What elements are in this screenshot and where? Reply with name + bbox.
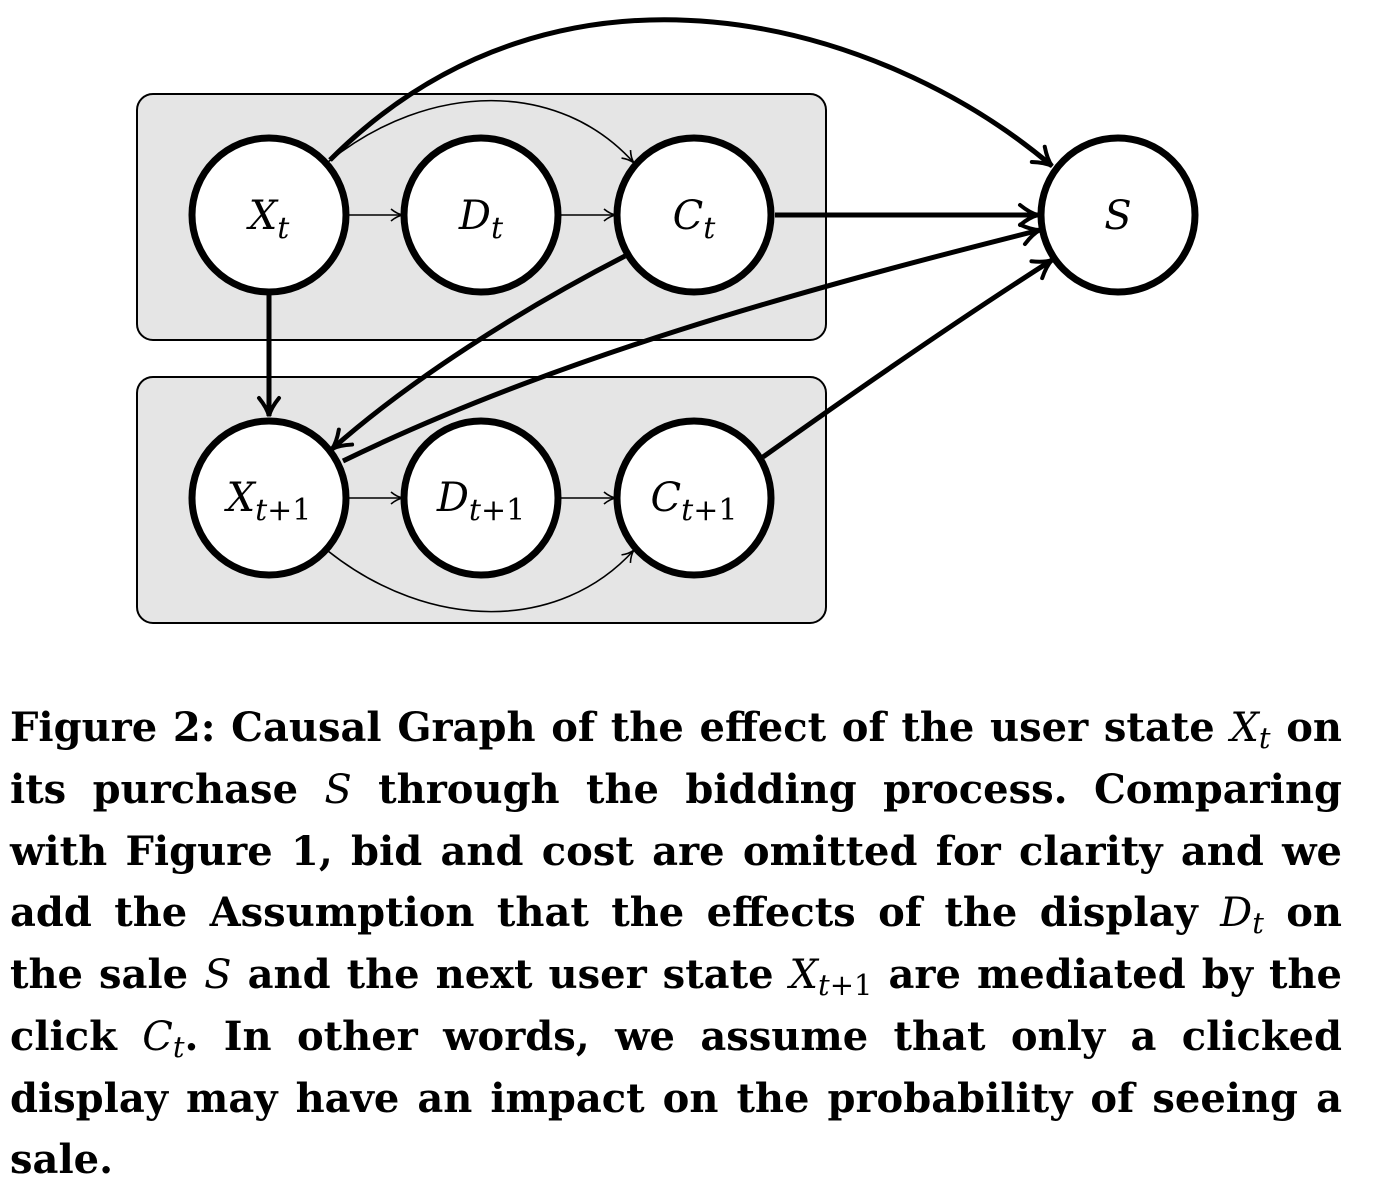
- causal-graph-diagram: Xt Dt Ct Xt+1 Dt+1 Ct+1 S: [136, 17, 1199, 624]
- svg-text:Dt: Dt: [458, 193, 504, 246]
- svg-text:Ct+1: Ct+1: [651, 475, 738, 528]
- caption-text: and the next user state: [231, 951, 790, 998]
- caption-text: . In other words, we assume that only a …: [10, 1013, 1342, 1183]
- svg-text:S: S: [1104, 193, 1131, 239]
- caption-text: Figure 2: Causal Graph of the effect of …: [10, 704, 1231, 751]
- figure-caption: Figure 2: Causal Graph of the effect of …: [10, 697, 1342, 1190]
- caption-symbol-c-t: Ct: [142, 1014, 185, 1064]
- caption-symbol-x-t1: Xt+1: [789, 952, 873, 1002]
- svg-text:Xt+1: Xt+1: [224, 475, 312, 528]
- edge-xt1-to-ct1: [327, 549, 635, 613]
- caption-text: on its purchase: [10, 704, 1343, 813]
- node-d-t1: Dt+1: [400, 417, 562, 579]
- svg-text:Xt: Xt: [246, 193, 290, 246]
- node-x-t1: Xt+1: [188, 417, 350, 579]
- edge-xt-to-ct: [327, 99, 635, 164]
- svg-text:Dt+1: Dt+1: [436, 475, 525, 528]
- caption-symbol-x-t: Xt: [1230, 705, 1271, 755]
- caption-symbol-s: S: [204, 952, 232, 998]
- edge-xt-to-s: [328, 17, 1054, 168]
- node-s: S: [1037, 134, 1199, 296]
- node-x-t: Xt: [188, 134, 350, 296]
- svg-text:Ct: Ct: [673, 193, 717, 246]
- node-c-t: Ct: [613, 134, 775, 296]
- caption-text: through the bidding process. Comparing w…: [10, 766, 1342, 936]
- edge-ct1-to-s: [761, 257, 1054, 460]
- node-d-t: Dt: [400, 134, 562, 296]
- caption-symbol-d-t: Dt: [1220, 890, 1264, 940]
- caption-text: are mediated by the click: [10, 951, 1342, 1060]
- edge-xt1-to-s: [341, 222, 1041, 464]
- node-c-t1: Ct+1: [613, 417, 775, 579]
- caption-text: on the sale: [10, 889, 1343, 998]
- edge-ct-to-xt1: [330, 253, 627, 451]
- caption-symbol-s: S: [324, 767, 352, 813]
